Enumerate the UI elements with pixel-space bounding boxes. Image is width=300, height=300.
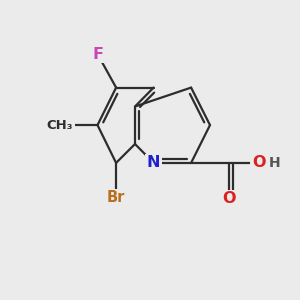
Text: N: N	[147, 155, 160, 170]
Text: O: O	[222, 191, 236, 206]
Text: Br: Br	[107, 190, 125, 206]
Text: O: O	[252, 155, 265, 170]
Text: H: H	[268, 156, 280, 170]
Text: CH₃: CH₃	[47, 118, 73, 132]
Text: F: F	[92, 46, 103, 62]
